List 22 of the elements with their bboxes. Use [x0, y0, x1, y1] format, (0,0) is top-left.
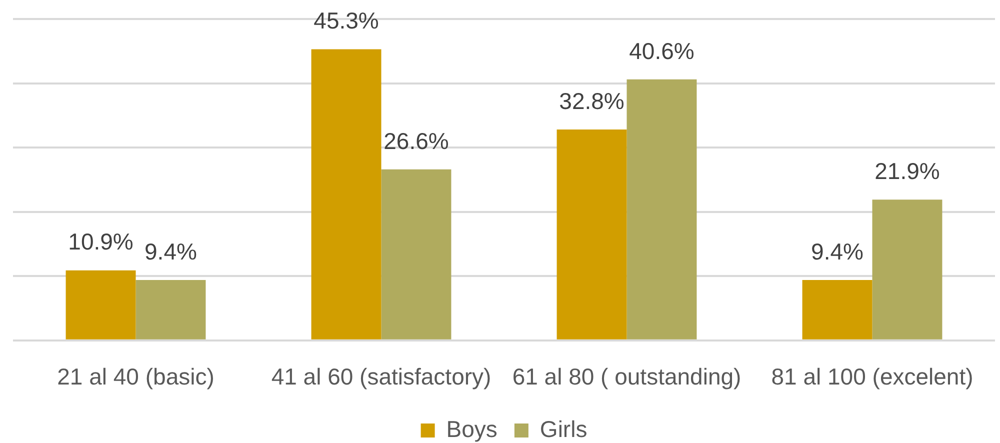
data-label: 9.4% [144, 238, 197, 264]
data-label: 40.6% [629, 38, 694, 64]
bar [626, 79, 697, 340]
legend-label: Boys [446, 416, 498, 442]
data-label: 10.9% [68, 228, 134, 255]
bar [556, 130, 627, 340]
data-label: 26.6% [384, 128, 449, 154]
x-tick-label: 21 al 40 (basic) [57, 364, 214, 390]
bar [802, 280, 872, 340]
data-label: 21.9% [874, 158, 940, 184]
data-label: 9.4% [811, 238, 864, 264]
data-label: 45.3% [314, 8, 379, 34]
bar [381, 169, 452, 340]
x-tick-label: 81 al 100 (excelent) [771, 364, 974, 390]
bar [872, 200, 942, 340]
x-tick-label: 41 al 60 (satisfactory) [271, 364, 492, 390]
x-tick-label: 61 al 80 ( outstanding) [512, 364, 742, 390]
bar [136, 280, 206, 340]
bar [311, 49, 382, 340]
data-label: 32.8% [559, 88, 624, 114]
legend-label: Girls [540, 416, 588, 442]
bar [66, 270, 136, 340]
